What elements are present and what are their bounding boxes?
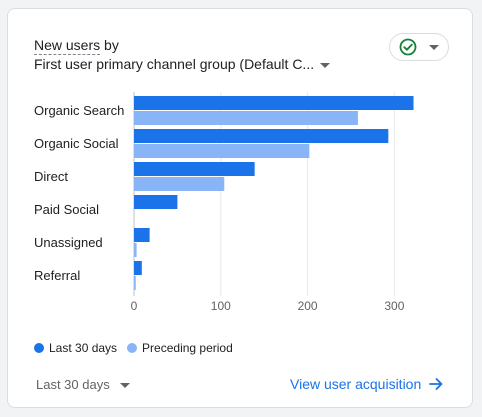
status-button[interactable] [389, 33, 449, 61]
x-tick-label: 100 [211, 299, 231, 313]
bar-current [134, 261, 142, 275]
date-range-selector[interactable]: Last 30 days [36, 374, 130, 394]
bar-previous [134, 177, 225, 191]
category-label: Direct [34, 169, 68, 184]
category-label: Referral [34, 268, 80, 283]
x-tick-label: 0 [131, 299, 138, 313]
bar-previous [134, 144, 310, 158]
category-label: Unassigned [34, 235, 103, 250]
bar-current [134, 162, 255, 176]
chevron-down-icon [119, 382, 130, 388]
view-link-label: View user acquisition [290, 376, 422, 392]
legend-swatch-previous [127, 343, 138, 353]
category-label: Organic Search [34, 103, 124, 118]
metric-selector[interactable]: New users [34, 37, 101, 55]
bar-current [134, 129, 389, 143]
check-circle-icon [399, 38, 417, 56]
date-range-label: Last 30 days [36, 376, 110, 392]
new-users-card: New users by First user primary channel … [7, 8, 473, 408]
category-label: Organic Social [34, 136, 119, 151]
bar-current [134, 96, 414, 110]
category-label: Paid Social [34, 202, 99, 217]
chevron-down-icon [320, 62, 331, 68]
bar-previous [134, 276, 136, 290]
x-tick-label: 300 [384, 299, 404, 313]
x-tick-label: 200 [298, 299, 318, 313]
bar-current [134, 228, 150, 242]
legend-item-current: Last 30 days [34, 341, 117, 355]
bar-previous [134, 111, 358, 125]
card-title: New users by [34, 37, 119, 55]
legend-label-current: Last 30 days [49, 341, 118, 355]
chart-svg: 0 100 200 300 Organic Search Organic Social Di… [34, 92, 414, 313]
chart-legend: Last 30 days Preceding period [34, 341, 243, 355]
bar-chart: 0 100 200 300 Organic Search Organic Social Di… [8, 9, 474, 409]
arrow-right-icon [429, 378, 443, 390]
view-user-acquisition-link[interactable]: View user acquisition [290, 374, 443, 394]
title-by-text: by [100, 37, 119, 53]
legend-item-previous: Preceding period [127, 341, 233, 355]
dimension-label: First user primary channel group (Defaul… [34, 56, 315, 72]
chevron-down-icon [429, 44, 439, 50]
legend-label-previous: Preceding period [142, 341, 233, 355]
bar-previous [134, 243, 137, 257]
bar-current [134, 195, 178, 209]
legend-swatch-current [34, 343, 44, 353]
dimension-selector[interactable]: First user primary channel group (Defaul… [34, 56, 331, 72]
